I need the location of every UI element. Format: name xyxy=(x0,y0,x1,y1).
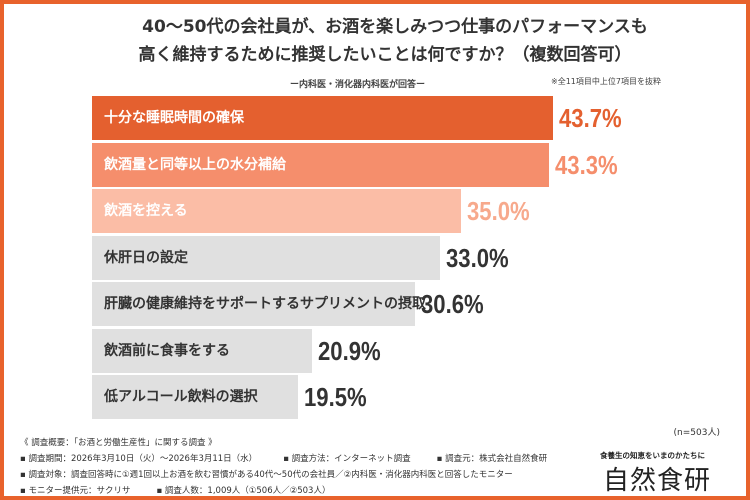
bar-value-label: 19.5% xyxy=(303,382,367,412)
bar-3: 飲酒を控える xyxy=(92,189,462,233)
survey-method: ▪ 調査方法：インターネット調査 xyxy=(283,454,411,464)
survey-count: ▪ 調査人数：1,009人（①506人／②503人） xyxy=(156,486,331,496)
bar-value-label: 20.9% xyxy=(318,335,382,366)
brand-logo: 自然食研 xyxy=(603,466,712,496)
sample-size: (n=503人) xyxy=(673,428,720,438)
bar-5: 肝臓の健康維持をサポートするサプリメントの摂取 xyxy=(92,282,426,326)
brand-tagline: 食養生の知恵をいまのかたちに xyxy=(600,451,705,460)
bar-4: 休肝日の設定 xyxy=(92,235,441,280)
bar-value-label: 43.3% xyxy=(554,149,618,180)
bar-label: 飲酒前に食事をする xyxy=(104,342,230,359)
bar-label: 低アルコール飲料の選択 xyxy=(104,389,258,405)
bar-label: 飲酒を控える xyxy=(104,203,188,219)
title-line-2: 高く維持するために推奨したいことは何ですか？（複数回答可） xyxy=(138,45,632,65)
bar-7: 低アルコール飲料の選択 xyxy=(92,375,298,419)
bar-value-label: 30.6% xyxy=(420,289,484,319)
survey-target: ▪ 調査対象：調査回答時に①週1回以上お酒を飲む習慣がある40代〜50代の会社員… xyxy=(20,470,513,480)
bar-label: 十分な睡眠時間の確保 xyxy=(104,110,244,126)
bar-value-label: 35.0% xyxy=(467,196,530,226)
bar-2: 飲酒量と同等以上の水分補給 xyxy=(92,142,549,187)
title-line-1: 40〜50代の会社員が、お酒を楽しみつつ仕事のパフォーマンスも xyxy=(142,17,648,37)
survey-source: ▪ 調査元：株式会社自然食研 xyxy=(436,454,548,464)
bar-1: 十分な睡眠時間の確保 xyxy=(92,96,554,140)
note: ※全11項目中上位7項目を抜粋 xyxy=(551,77,661,86)
subtitle: ー内科医・消化器内科医が回答ー xyxy=(290,80,426,90)
footer-heading: 《 調査概要：「お酒と労働生産性」に関する調査 》 xyxy=(20,438,217,448)
bar-value-label: 43.7% xyxy=(559,103,622,133)
footer-row-1: ▪ 調査期間：2026年3月10日（火）〜2026年3月11日（水） ▪ 調査方法… xyxy=(20,452,573,464)
footer-row-3: ▪ モニター提供元：サクリサ ▪ 調査人数：1,009人（①506人／②503人） xyxy=(20,484,356,496)
bar-6: 飲酒前に食事をする xyxy=(92,328,313,373)
bar-label: 飲酒量と同等以上の水分補給 xyxy=(104,156,286,173)
bar-label: 肝臓の健康維持をサポートするサプリメントの摂取 xyxy=(104,296,426,312)
survey-period: ▪ 調査期間：2026年3月10日（火）〜2026年3月11日（水） xyxy=(20,454,258,464)
bar-value-label: 33.0% xyxy=(446,242,509,273)
bar-label: 休肝日の設定 xyxy=(104,249,188,266)
monitor-provider: ▪ モニター提供元：サクリサ xyxy=(20,486,131,496)
